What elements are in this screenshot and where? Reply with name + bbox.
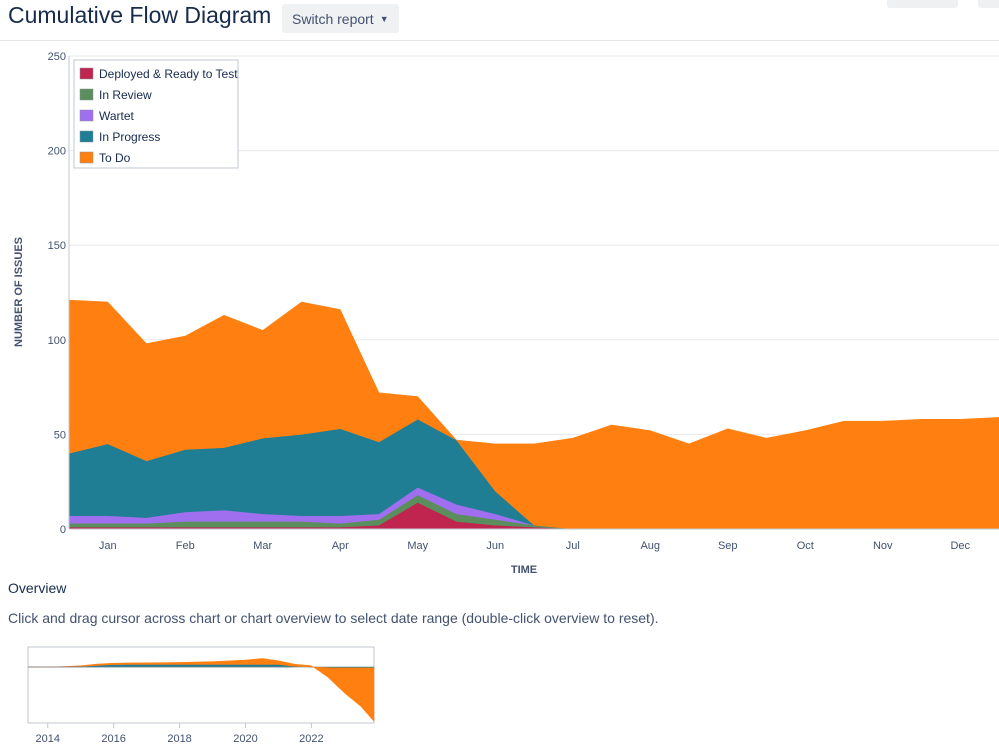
legend-swatch	[79, 151, 94, 164]
x-tick-label: Sep	[718, 540, 738, 552]
y-tick-label: 50	[54, 429, 66, 441]
y-tick-label: 200	[48, 146, 66, 158]
cumulative-flow-chart[interactable]: 0 50 100 150 200 250 Jan Feb Mar Apr May Jun Jul Aug…	[0, 44, 999, 580]
stacked-areas	[68, 299, 999, 530]
axes	[68, 56, 999, 530]
y-tick-label: 0	[60, 524, 66, 536]
switch-report-button[interactable]: Switch report ▼	[282, 4, 399, 33]
x-tick-label: Apr	[332, 540, 349, 552]
y-tick-label: 150	[48, 240, 66, 252]
x-tick-label: Jan	[99, 540, 117, 552]
x-tick-label: Jul	[566, 540, 580, 552]
y-axis-label: NUMBER OF ISSUES	[13, 237, 25, 347]
header-action-button[interactable]	[887, 0, 958, 8]
y-tick-label: 250	[48, 51, 66, 63]
overview-chart[interactable]: 2014 2016 2018 2020 2022	[0, 640, 400, 752]
x-axis-label: TIME	[511, 564, 537, 576]
x-tick-label: Nov	[873, 540, 893, 552]
overview-tick-label: 2016	[101, 733, 125, 745]
overview-help-text: Click and drag cursor across chart or ch…	[8, 610, 659, 626]
overview-tick-label: 2018	[167, 733, 191, 745]
legend-label: To Do	[99, 151, 131, 165]
overview-frame	[27, 646, 375, 724]
y-tick-labels: 0 50 100 150 200 250	[48, 51, 66, 536]
area-to-do	[68, 299, 999, 530]
legend-label: Wartet	[99, 109, 135, 123]
x-tick-label: May	[407, 540, 428, 552]
chart-legend: Deployed & Ready to Test In Review Wartet I…	[73, 59, 239, 169]
legend-label: In Progress	[99, 130, 160, 144]
overview-tick-label: 2022	[299, 733, 323, 745]
x-tick-label: Feb	[176, 540, 195, 552]
legend-label: In Review	[99, 88, 152, 102]
report-header: Cumulative Flow Diagram Switch report ▼	[0, 0, 999, 41]
x-tick-label: Jun	[486, 540, 504, 552]
legend-item-wartet[interactable]: Wartet	[79, 109, 135, 123]
chevron-down-icon: ▼	[379, 13, 389, 24]
x-tick-label: Aug	[640, 540, 660, 552]
legend-swatch	[79, 88, 94, 101]
legend-box	[73, 59, 239, 169]
overview-area-to-do	[28, 658, 375, 723]
overview-tick-labels: 2014 2016 2018 2020 2022	[36, 723, 324, 745]
x-tick-labels: Jan Feb Mar Apr May Jun Jul Aug Sep Oct Nov Dec	[99, 540, 971, 552]
legend-item-to-do[interactable]: To Do	[79, 151, 131, 165]
switch-report-label: Switch report	[292, 10, 374, 27]
page-title: Cumulative Flow Diagram	[8, 2, 272, 28]
header-more-button[interactable]	[978, 0, 999, 8]
legend-item-in-review[interactable]: In Review	[79, 88, 152, 102]
overview-areas	[28, 658, 375, 723]
y-tick-label: 100	[48, 335, 66, 347]
legend-swatch	[79, 130, 94, 143]
legend-item-deployed-and-ready-to-test[interactable]: Deployed & Ready to Test	[79, 67, 238, 81]
overview-tick-label: 2020	[233, 733, 257, 745]
legend-item-in-progress[interactable]: In Progress	[79, 130, 160, 144]
legend-swatch	[79, 67, 94, 80]
legend-label: Deployed & Ready to Test	[99, 67, 238, 81]
x-tick-label: Dec	[950, 540, 970, 552]
overview-heading: Overview	[8, 580, 67, 596]
x-tick-label: Oct	[797, 540, 814, 552]
overview-tick-label: 2014	[36, 733, 60, 745]
legend-swatch	[79, 109, 94, 122]
x-tick-label: Mar	[253, 540, 272, 552]
